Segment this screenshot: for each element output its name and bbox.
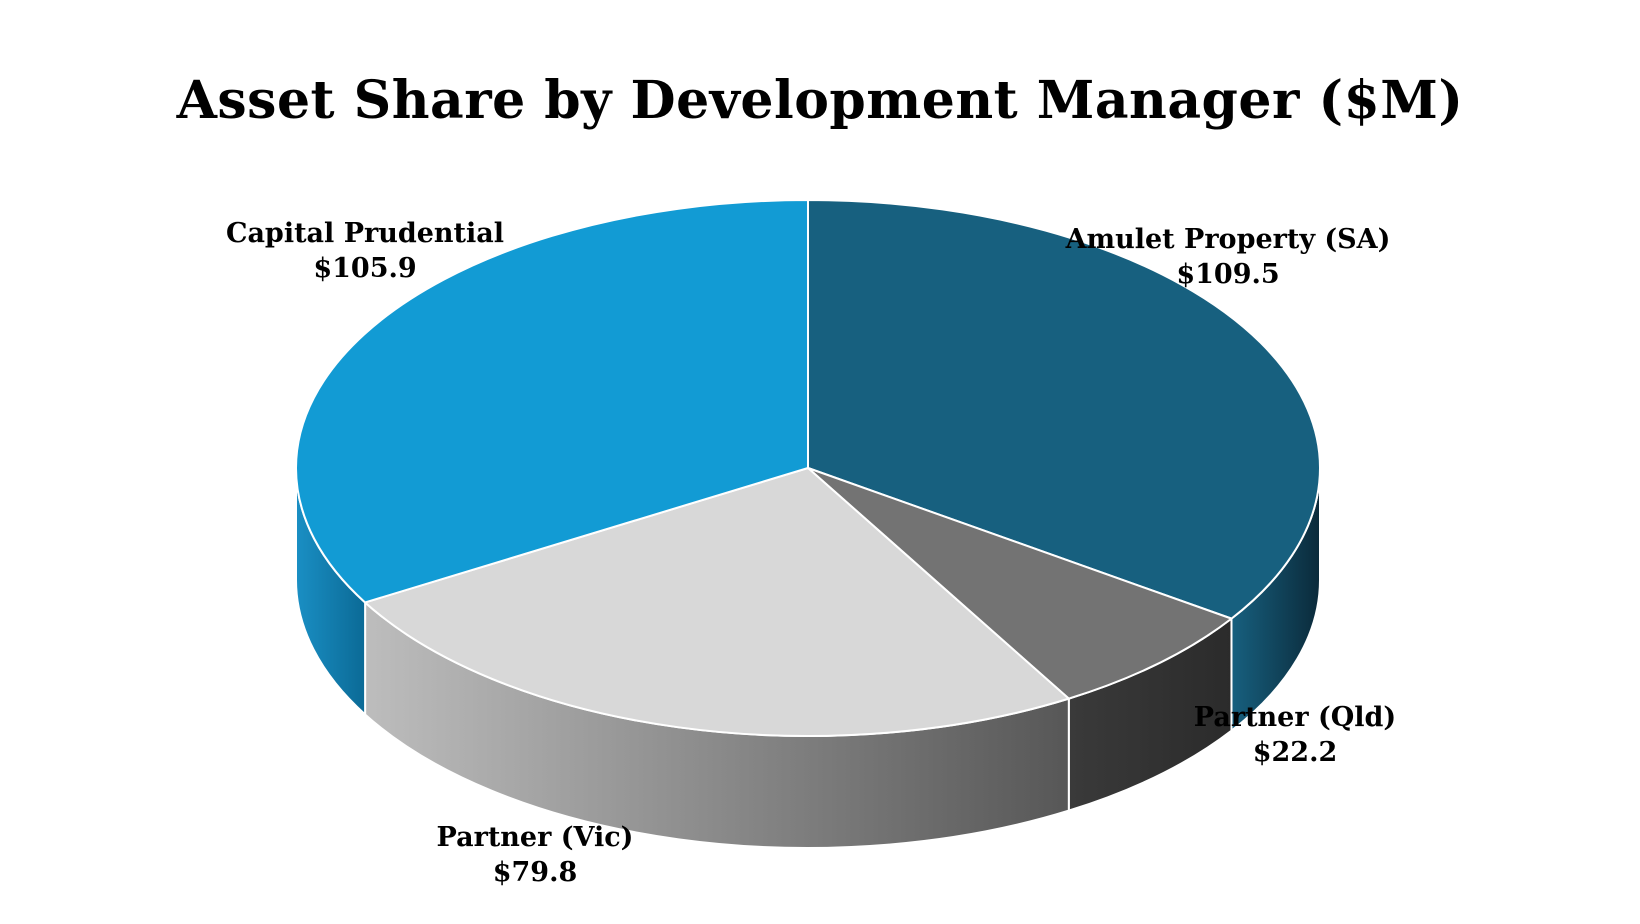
pie-labels: Amulet Property (SA) $109.5 Partner (Qld) $… (226, 218, 1396, 888)
pie-slice-partner-vic[interactable] (364, 467, 1070, 737)
slice-value-capital-prudential: $105.9 (313, 253, 416, 284)
slice-value-partner-qld: $22.2 (1253, 737, 1338, 768)
pie-slice-capital-prudential[interactable] (295, 199, 809, 604)
slice-label-partner-qld: Partner (Qld) (1194, 702, 1396, 733)
pie-slice-amulet-property-sa[interactable] (807, 199, 1321, 620)
pie-top (295, 199, 1321, 737)
slice-label-partner-vic: Partner (Vic) (437, 822, 634, 853)
slice-value-partner-vic: $79.8 (493, 857, 578, 888)
slice-value-amulet-property-sa: $109.5 (1176, 259, 1279, 290)
slice-label-capital-prudential: Capital Prudential (226, 218, 504, 249)
pie-slice-partner-qld[interactable] (807, 467, 1233, 700)
pie-sides (295, 467, 1321, 849)
slice-label-amulet-property-sa: Amulet Property (SA) (1065, 224, 1391, 255)
chart-title: Asset Share by Development Manager ($M) (176, 70, 1464, 131)
